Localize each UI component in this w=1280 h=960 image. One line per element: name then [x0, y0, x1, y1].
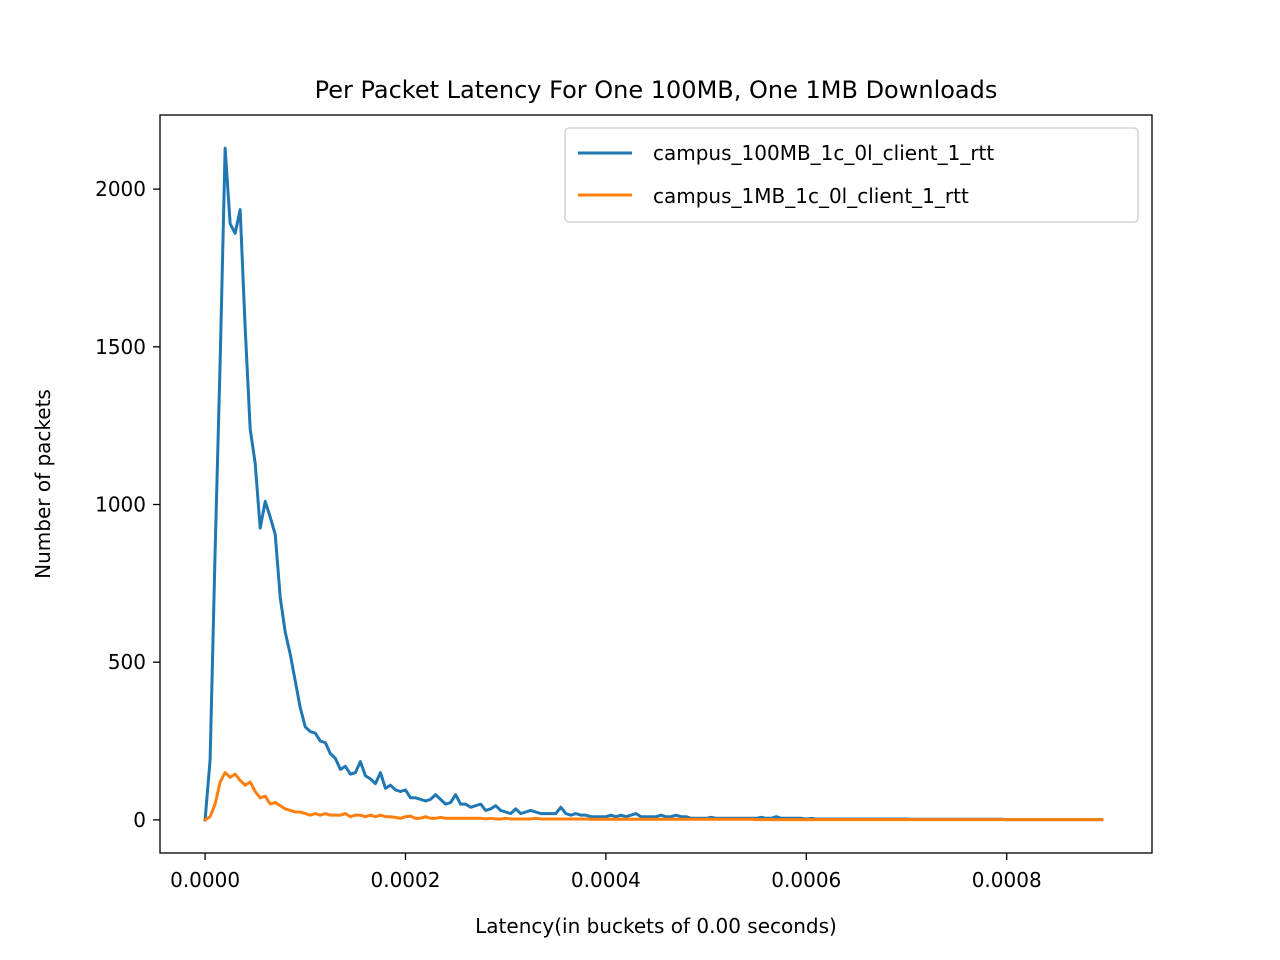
series-layer: [203, 146, 1104, 822]
legend-label-campus-1mb: campus_1MB_1c_0l_client_1_rtt: [653, 184, 969, 208]
x-tick-label: 0.0006: [771, 868, 841, 892]
x-tick-label: 0.0002: [371, 868, 441, 892]
x-tick-label: 0.0008: [972, 868, 1042, 892]
legend: campus_100MB_1c_0l_client_1_rtt campus_1…: [564, 127, 1139, 223]
x-axis: 0.0000 0.0002 0.0004 0.0006 0.0008: [170, 853, 1042, 892]
x-tick-label: 0.0000: [170, 868, 240, 892]
x-tick-label: 0.0004: [571, 868, 641, 892]
series-line-1: [203, 771, 1104, 822]
y-axis-title: Number of packets: [31, 389, 55, 579]
y-tick-label: 0: [133, 808, 146, 832]
legend-label-campus-100mb: campus_100MB_1c_0l_client_1_rtt: [653, 141, 994, 165]
y-tick-label: 2000: [95, 177, 146, 201]
y-axis: 0 500 1000 1500 2000: [95, 177, 160, 832]
x-axis-title: Latency(in buckets of 0.00 seconds): [475, 914, 837, 938]
y-tick-label: 500: [108, 650, 146, 674]
y-tick-label: 1500: [95, 335, 146, 359]
chart-title: Per Packet Latency For One 100MB, One 1M…: [315, 76, 998, 104]
y-tick-label: 1000: [95, 493, 146, 517]
legend-box: [564, 127, 1139, 223]
plot-frame: [159, 114, 1153, 854]
